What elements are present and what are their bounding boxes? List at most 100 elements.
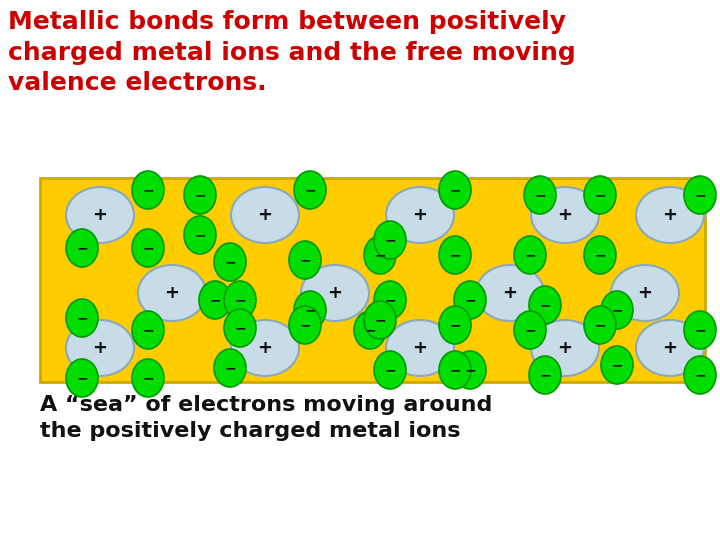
Ellipse shape [374, 351, 406, 389]
Text: −: − [449, 183, 461, 197]
Ellipse shape [611, 265, 679, 321]
Ellipse shape [601, 346, 633, 384]
Text: −: − [694, 188, 706, 202]
Ellipse shape [439, 351, 471, 389]
Text: +: + [413, 206, 428, 224]
Ellipse shape [231, 187, 299, 243]
Text: −: − [364, 323, 376, 337]
Text: −: − [524, 248, 536, 262]
Ellipse shape [531, 187, 599, 243]
Text: −: − [694, 368, 706, 382]
Text: +: + [164, 284, 179, 302]
Ellipse shape [132, 311, 164, 349]
Ellipse shape [132, 229, 164, 267]
Text: Metallic bonds form between positively
charged metal ions and the free moving
va: Metallic bonds form between positively c… [8, 10, 576, 95]
Ellipse shape [214, 243, 246, 281]
Ellipse shape [439, 306, 471, 344]
Text: −: − [384, 293, 396, 307]
Text: −: − [384, 363, 396, 377]
Ellipse shape [138, 265, 206, 321]
Text: −: − [594, 248, 606, 262]
Text: +: + [662, 339, 678, 357]
Text: −: − [611, 358, 623, 372]
Ellipse shape [374, 281, 406, 319]
Text: −: − [449, 248, 461, 262]
Text: −: − [524, 323, 536, 337]
Ellipse shape [684, 356, 716, 394]
Text: +: + [503, 284, 518, 302]
Ellipse shape [132, 171, 164, 209]
Ellipse shape [524, 176, 556, 214]
Text: −: − [224, 255, 236, 269]
Ellipse shape [439, 171, 471, 209]
Text: −: − [194, 188, 206, 202]
Ellipse shape [66, 229, 98, 267]
Text: −: − [594, 188, 606, 202]
Text: +: + [92, 339, 107, 357]
Text: −: − [76, 371, 88, 385]
Ellipse shape [514, 311, 546, 349]
Ellipse shape [364, 301, 396, 339]
Text: −: − [449, 318, 461, 332]
Ellipse shape [684, 311, 716, 349]
Ellipse shape [584, 306, 616, 344]
Text: −: − [234, 293, 246, 307]
Text: +: + [413, 339, 428, 357]
Text: −: − [594, 318, 606, 332]
Text: −: − [224, 361, 236, 375]
Bar [40, 178, 705, 382]
Text: −: − [142, 241, 154, 255]
Ellipse shape [66, 359, 98, 397]
Ellipse shape [529, 286, 561, 324]
Ellipse shape [364, 236, 396, 274]
Text: +: + [662, 206, 678, 224]
Ellipse shape [289, 241, 321, 279]
Text: −: − [384, 233, 396, 247]
Ellipse shape [301, 265, 369, 321]
Text: −: − [464, 293, 476, 307]
Ellipse shape [289, 306, 321, 344]
Text: −: − [142, 323, 154, 337]
Ellipse shape [294, 171, 326, 209]
Ellipse shape [584, 236, 616, 274]
Ellipse shape [214, 349, 246, 387]
Ellipse shape [66, 187, 134, 243]
Ellipse shape [66, 299, 98, 337]
Text: −: − [694, 323, 706, 337]
Text: −: − [142, 371, 154, 385]
Ellipse shape [184, 216, 216, 254]
Text: −: − [76, 241, 88, 255]
Ellipse shape [454, 351, 486, 389]
Ellipse shape [684, 176, 716, 214]
Ellipse shape [354, 311, 386, 349]
Text: −: − [194, 228, 206, 242]
Ellipse shape [514, 236, 546, 274]
Ellipse shape [224, 309, 256, 347]
Ellipse shape [636, 187, 704, 243]
Text: A “sea” of electrons moving around
the positively charged metal ions: A “sea” of electrons moving around the p… [40, 395, 492, 441]
Text: −: − [464, 363, 476, 377]
Text: −: − [374, 313, 386, 327]
Ellipse shape [386, 187, 454, 243]
Ellipse shape [454, 281, 486, 319]
Ellipse shape [386, 320, 454, 376]
Ellipse shape [374, 221, 406, 259]
Text: −: − [210, 293, 221, 307]
Text: +: + [637, 284, 652, 302]
Ellipse shape [224, 281, 256, 319]
Text: +: + [258, 339, 272, 357]
Ellipse shape [584, 176, 616, 214]
Ellipse shape [66, 320, 134, 376]
Text: −: − [304, 303, 316, 317]
Ellipse shape [231, 320, 299, 376]
Text: −: − [300, 318, 311, 332]
Text: −: − [76, 311, 88, 325]
Ellipse shape [636, 320, 704, 376]
Ellipse shape [439, 236, 471, 274]
Text: +: + [328, 284, 343, 302]
Ellipse shape [199, 281, 231, 319]
Ellipse shape [184, 176, 216, 214]
Text: −: − [534, 188, 546, 202]
Text: −: − [449, 363, 461, 377]
Text: +: + [557, 206, 572, 224]
